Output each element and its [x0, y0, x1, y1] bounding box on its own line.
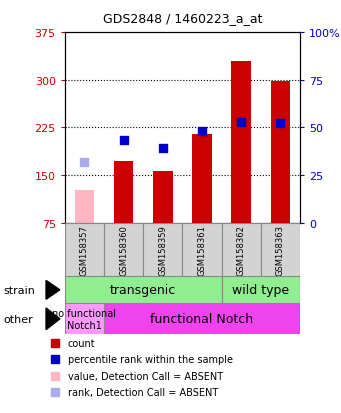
Text: transgenic: transgenic [110, 284, 176, 297]
Text: strain: strain [3, 285, 35, 295]
Text: GSM158357: GSM158357 [80, 225, 89, 275]
Bar [182, 223, 222, 277]
Text: GSM158360: GSM158360 [119, 225, 128, 275]
Polygon shape [46, 308, 60, 330]
Bar [104, 223, 143, 277]
Point [53, 373, 58, 379]
Text: GSM158363: GSM158363 [276, 224, 285, 275]
Point [53, 356, 58, 363]
Bar [75, 190, 94, 223]
Text: wild type: wild type [232, 284, 290, 297]
Text: functional Notch: functional Notch [150, 313, 254, 325]
Bar [143, 223, 182, 277]
Bar [222, 277, 300, 304]
Bar [65, 223, 104, 277]
Bar [153, 171, 173, 223]
Text: rank, Detection Call = ABSENT: rank, Detection Call = ABSENT [68, 387, 218, 397]
Text: count: count [68, 338, 95, 348]
Text: GSM158361: GSM158361 [197, 225, 207, 275]
Bar [232, 62, 251, 223]
Text: no functional
Notch1: no functional Notch1 [53, 308, 116, 330]
Bar [222, 223, 261, 277]
Point [199, 128, 205, 135]
Bar [104, 304, 300, 335]
Point [160, 145, 166, 152]
Text: GSM158362: GSM158362 [237, 225, 246, 275]
Bar [65, 277, 222, 304]
Bar [65, 304, 104, 335]
Point [53, 339, 58, 346]
Text: percentile rank within the sample: percentile rank within the sample [68, 354, 233, 364]
Point [278, 120, 283, 127]
Point [121, 138, 127, 144]
Text: GSM158359: GSM158359 [158, 225, 167, 275]
Point [53, 389, 58, 396]
Text: GDS2848 / 1460223_a_at: GDS2848 / 1460223_a_at [103, 12, 262, 25]
Bar [192, 134, 212, 223]
Point [239, 120, 244, 126]
Bar [271, 82, 290, 223]
Bar [114, 161, 133, 223]
Text: value, Detection Call = ABSENT: value, Detection Call = ABSENT [68, 371, 223, 381]
Bar [261, 223, 300, 277]
Polygon shape [46, 281, 60, 299]
Point [82, 159, 87, 166]
Text: other: other [3, 314, 33, 324]
